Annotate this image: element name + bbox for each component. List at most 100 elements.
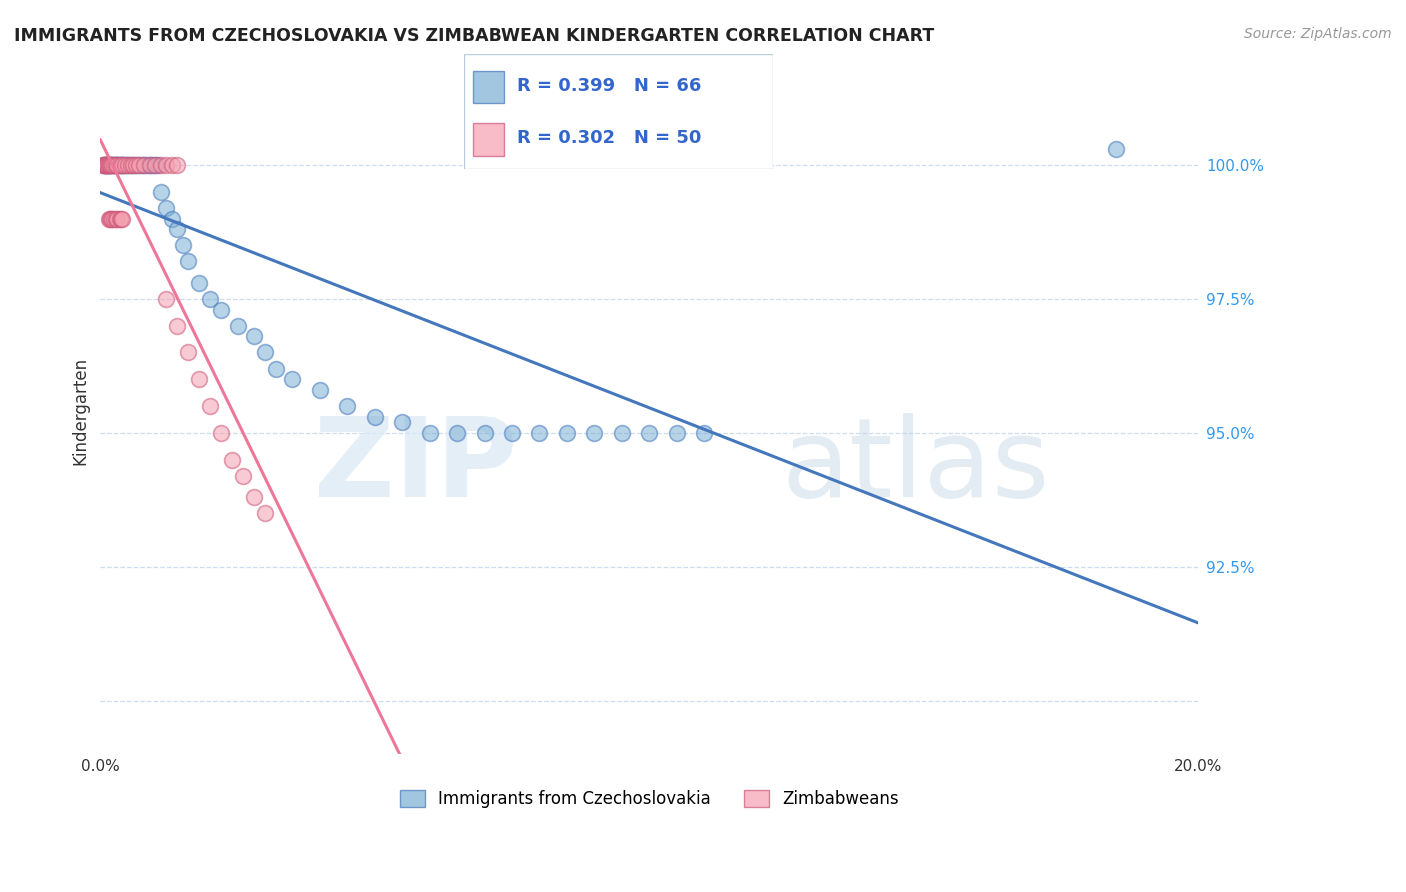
Point: [103, 158, 125, 172]
Point: [105, 158, 128, 172]
Point: [94, 158, 117, 172]
Point: [166, 318, 188, 333]
Point: [665, 425, 688, 440]
Point: [136, 158, 159, 172]
Point: [96, 158, 118, 172]
Point: [93, 158, 115, 172]
Point: [91, 158, 114, 172]
Point: [111, 158, 134, 172]
Point: [100, 211, 122, 226]
Point: [110, 211, 132, 226]
Point: [117, 158, 139, 172]
Point: [638, 425, 661, 440]
Point: [125, 158, 148, 172]
Point: [177, 254, 200, 268]
Point: [104, 211, 127, 226]
Point: [209, 425, 232, 440]
Point: [115, 158, 138, 172]
Point: [96, 158, 118, 172]
Point: [693, 425, 716, 440]
Point: [91, 158, 114, 172]
Bar: [474, 71, 505, 103]
Point: [128, 158, 150, 172]
Point: [555, 425, 578, 440]
Legend: Immigrants from Czechoslovakia, Zimbabweans: Immigrants from Czechoslovakia, Zimbabwe…: [392, 783, 905, 814]
Point: [112, 158, 135, 172]
Point: [209, 302, 232, 317]
Point: [108, 158, 131, 172]
Point: [104, 158, 127, 172]
Point: [94, 158, 117, 172]
Point: [253, 506, 276, 520]
Point: [120, 158, 142, 172]
Point: [94, 158, 117, 172]
Point: [97, 158, 120, 172]
Point: [128, 158, 150, 172]
Point: [139, 158, 162, 172]
Point: [134, 158, 156, 172]
Point: [96, 158, 118, 172]
Text: R = 0.302   N = 50: R = 0.302 N = 50: [516, 129, 702, 147]
Point: [93, 158, 115, 172]
Point: [198, 292, 221, 306]
Point: [101, 211, 124, 226]
Point: [501, 425, 523, 440]
Point: [172, 238, 194, 252]
Point: [529, 425, 551, 440]
Point: [103, 158, 125, 172]
Point: [177, 345, 200, 359]
Point: [122, 158, 145, 172]
Point: [188, 372, 211, 386]
Text: atlas: atlas: [780, 413, 1049, 520]
Point: [1105, 142, 1128, 156]
Point: [97, 211, 120, 226]
Point: [391, 415, 413, 429]
Point: [117, 158, 139, 172]
Point: [98, 158, 121, 172]
Point: [243, 490, 266, 504]
Point: [114, 158, 136, 172]
Point: [134, 158, 156, 172]
Point: [155, 292, 177, 306]
Point: [108, 211, 131, 226]
Point: [131, 158, 153, 172]
Point: [243, 329, 266, 343]
Point: [226, 318, 249, 333]
Point: [94, 158, 117, 172]
Point: [108, 158, 131, 172]
Point: [364, 409, 387, 424]
Point: [446, 425, 468, 440]
Point: [93, 158, 115, 172]
Point: [101, 158, 124, 172]
Bar: [474, 123, 505, 155]
Text: ZIP: ZIP: [314, 413, 517, 520]
Point: [107, 158, 129, 172]
Point: [146, 158, 169, 172]
Point: [105, 211, 128, 226]
Point: [111, 211, 134, 226]
Point: [610, 425, 633, 440]
Point: [98, 158, 121, 172]
Point: [111, 158, 134, 172]
Point: [160, 158, 183, 172]
Point: [97, 158, 120, 172]
Point: [114, 158, 136, 172]
Point: [232, 468, 254, 483]
Point: [221, 452, 243, 467]
Text: R = 0.399   N = 66: R = 0.399 N = 66: [516, 77, 702, 95]
Point: [166, 222, 188, 236]
Point: [98, 211, 121, 226]
Point: [139, 158, 162, 172]
Text: Source: ZipAtlas.com: Source: ZipAtlas.com: [1244, 27, 1392, 41]
Point: [120, 158, 142, 172]
Point: [155, 158, 177, 172]
Point: [419, 425, 441, 440]
Point: [111, 158, 134, 172]
Point: [97, 158, 120, 172]
Point: [474, 425, 496, 440]
Point: [104, 158, 127, 172]
Point: [281, 372, 304, 386]
Point: [309, 383, 332, 397]
Point: [100, 158, 122, 172]
Point: [97, 158, 120, 172]
